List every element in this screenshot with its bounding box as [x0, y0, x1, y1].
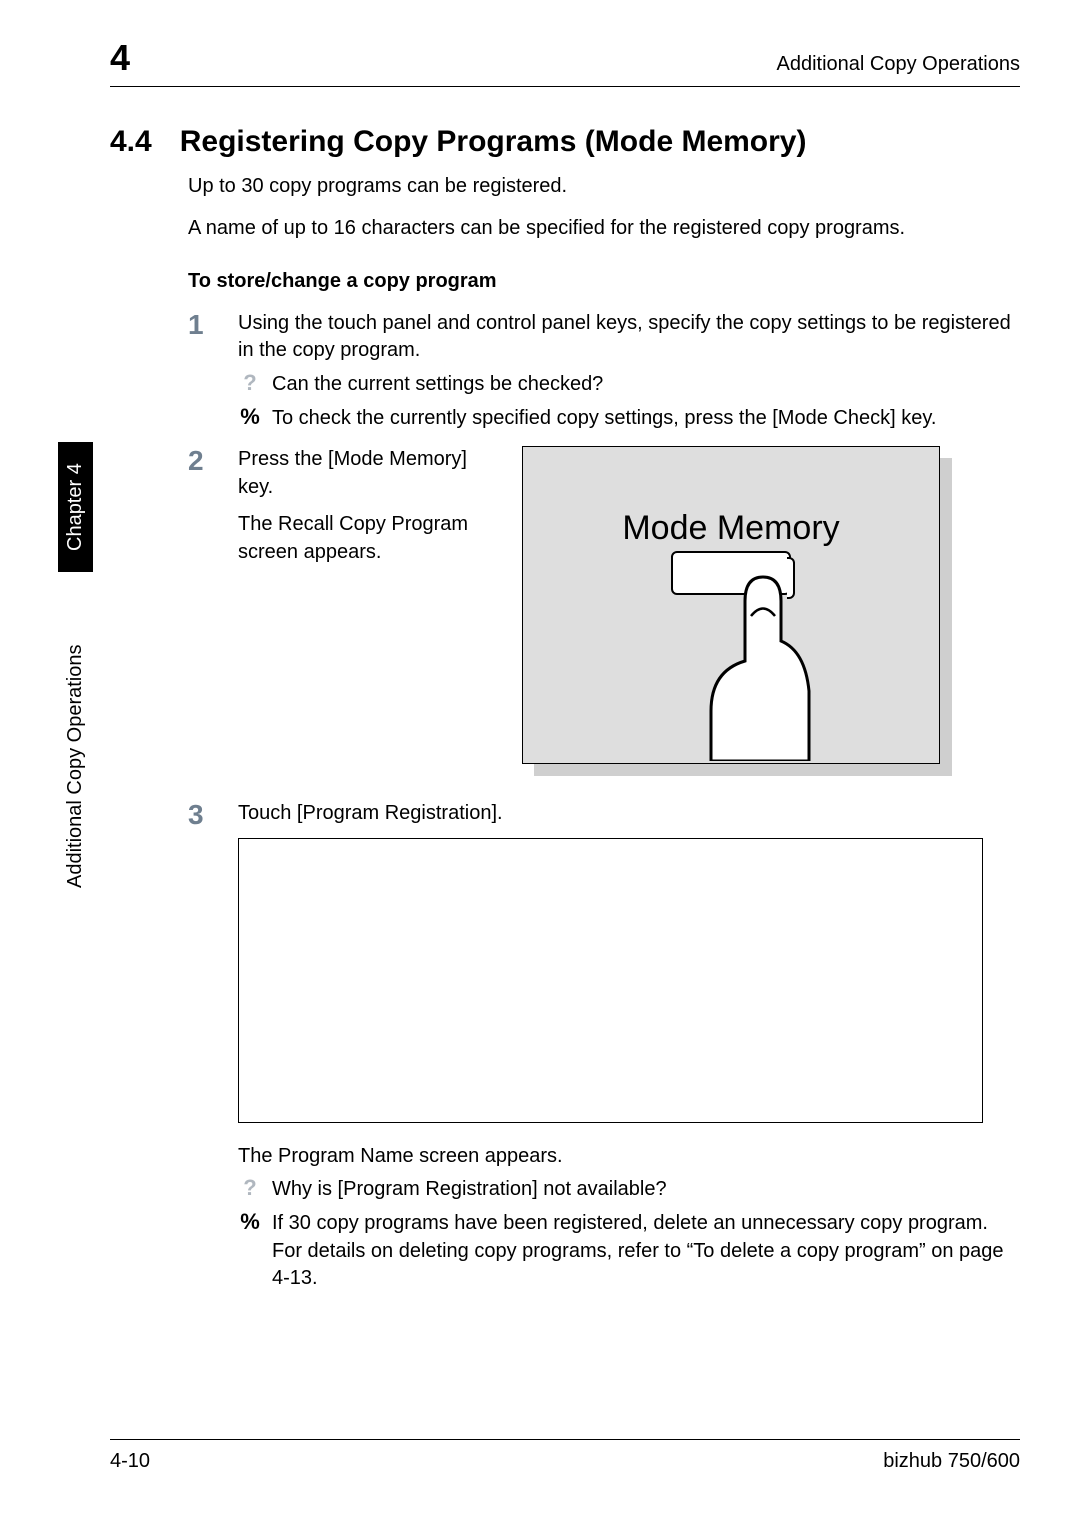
step-3-answer-text: If 30 copy programs have been registered…	[272, 1210, 1020, 1293]
step-1-question: ? Can the current settings be checked?	[238, 371, 1020, 399]
side-tab: Chapter 4 Additional Copy Operations	[58, 442, 98, 902]
intro-paragraph-1: Up to 30 copy programs can be registered…	[188, 173, 1020, 201]
body: Up to 30 copy programs can be registered…	[188, 173, 1020, 1293]
step-2-text: Press the [Mode Memory] key.	[238, 446, 498, 501]
step-3-after-text: The Program Name screen appears.	[238, 1143, 1020, 1171]
step-3-question-text: Why is [Program Registration] not availa…	[272, 1176, 1020, 1204]
step-1-question-text: Can the current settings be checked?	[272, 371, 1020, 399]
step-2-text-block: Press the [Mode Memory] key. The Recall …	[238, 446, 498, 566]
model-name: bizhub 750/600	[883, 1450, 1020, 1473]
step-3-text: Touch [Program Registration].	[238, 800, 1020, 828]
chapter-number: 4	[110, 40, 130, 76]
screenshot-placeholder	[238, 838, 983, 1123]
step-3-content: Touch [Program Registration]. The Progra…	[238, 800, 1020, 1293]
panel-label: Mode Memory	[523, 505, 939, 552]
header-row: 4 Additional Copy Operations	[110, 40, 1020, 82]
step-2-subtext: The Recall Copy Program screen appears.	[238, 511, 498, 566]
procedure-subhead: To store/change a copy program	[188, 268, 1020, 296]
step-3-number: 3	[188, 800, 214, 1293]
question-mark-icon: ?	[238, 371, 262, 399]
footer: 4-10 bizhub 750/600	[110, 1439, 1020, 1473]
side-tab-chapter: Chapter 4	[58, 442, 93, 572]
step-2: 2 Press the [Mode Memory] key. The Recal…	[188, 446, 1020, 776]
step-1-content: Using the touch panel and control panel …	[238, 310, 1020, 432]
step-1-answer-text: To check the currently specified copy se…	[272, 405, 1020, 433]
footer-rule	[110, 1439, 1020, 1440]
step-3-question: ? Why is [Program Registration] not avai…	[238, 1176, 1020, 1204]
panel-face: Mode Memory	[522, 446, 940, 764]
section-title: Registering Copy Programs (Mode Memory)	[180, 125, 807, 159]
page-number: 4-10	[110, 1450, 150, 1473]
section-number: 4.4	[110, 125, 152, 159]
mode-memory-figure: Mode Memory	[522, 446, 952, 776]
page: 4 Additional Copy Operations 4.4 Registe…	[0, 0, 1080, 1529]
intro-paragraph-2: A name of up to 16 characters can be spe…	[188, 215, 1020, 243]
step-3-answer: % If 30 copy programs have been register…	[238, 1210, 1020, 1293]
chapter-title: Additional Copy Operations	[777, 53, 1020, 76]
step-1-text: Using the touch panel and control panel …	[238, 310, 1020, 365]
answer-mark-icon: %	[238, 1210, 262, 1293]
side-tab-title: Additional Copy Operations	[58, 572, 93, 902]
step-1-answer: % To check the currently specified copy …	[238, 405, 1020, 433]
step-2-number: 2	[188, 446, 214, 776]
footer-row: 4-10 bizhub 750/600	[110, 1450, 1020, 1473]
step-1-number: 1	[188, 310, 214, 432]
step-2-content: Press the [Mode Memory] key. The Recall …	[238, 446, 1020, 776]
step-3: 3 Touch [Program Registration]. The Prog…	[188, 800, 1020, 1293]
header-rule	[110, 86, 1020, 87]
question-mark-icon: ?	[238, 1176, 262, 1204]
answer-mark-icon: %	[238, 405, 262, 433]
finger-icon	[705, 571, 825, 761]
section-heading: 4.4 Registering Copy Programs (Mode Memo…	[110, 125, 1020, 159]
step-1: 1 Using the touch panel and control pane…	[188, 310, 1020, 432]
